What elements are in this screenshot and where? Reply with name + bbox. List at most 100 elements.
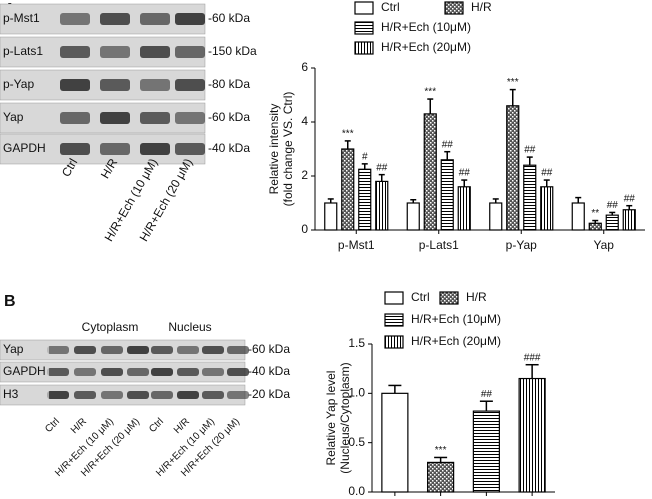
legend-label: H/R+Ech (10μM) bbox=[381, 20, 471, 34]
y-tick-label: 0.0 bbox=[348, 484, 365, 498]
blot-band bbox=[202, 391, 224, 399]
blot-band bbox=[47, 368, 69, 376]
blot-band bbox=[127, 346, 149, 354]
blot-band bbox=[101, 346, 123, 354]
legend-swatch bbox=[354, 41, 374, 55]
y-tick-label: 2 bbox=[301, 168, 308, 182]
bar bbox=[427, 461, 455, 493]
legend-swatch bbox=[384, 335, 404, 349]
significance-label: ** bbox=[591, 208, 599, 219]
blot-band bbox=[140, 46, 170, 58]
blot-size-label: -80 kDa bbox=[208, 77, 250, 91]
blot-band bbox=[60, 79, 90, 91]
legend-swatch bbox=[384, 313, 404, 327]
blot-row-label: p-Yap bbox=[3, 77, 34, 91]
blot-band bbox=[74, 391, 96, 399]
y-tick-label: 1.5 bbox=[348, 336, 365, 350]
blot-size-label: -60 kDa bbox=[248, 342, 290, 356]
blot-row-label: Yap bbox=[3, 110, 24, 124]
significance-label: ## bbox=[376, 162, 388, 173]
significance-label: # bbox=[362, 151, 368, 162]
blot-size-label: -60 kDa bbox=[208, 11, 250, 25]
blot-band bbox=[127, 391, 149, 399]
blot-label-bg bbox=[1, 364, 49, 380]
legend-swatch bbox=[354, 21, 374, 35]
blot-size-label: -60 kDa bbox=[208, 110, 250, 124]
x-tick-label: p-Yap bbox=[506, 238, 537, 252]
bar bbox=[489, 202, 503, 231]
bar bbox=[381, 392, 409, 493]
blot-label-bg bbox=[1, 136, 49, 162]
blot-band bbox=[47, 346, 69, 354]
blot-band bbox=[74, 346, 96, 354]
bar bbox=[540, 186, 554, 231]
legend-label: H/R+Ech (10μM) bbox=[411, 312, 501, 326]
blot-row-label: p-Lats1 bbox=[3, 44, 43, 58]
blot-header: Cytoplasm bbox=[82, 320, 139, 334]
blot-size-label: -20 kDa bbox=[248, 387, 290, 401]
y-axis-label: (fold change VS. Ctrl) bbox=[281, 92, 295, 207]
blot-band bbox=[175, 79, 205, 91]
blot-row-label: p-Mst1 bbox=[3, 11, 40, 25]
blot-size-label: -150 kDa bbox=[208, 44, 257, 58]
blot-band bbox=[101, 391, 123, 399]
bar bbox=[472, 410, 500, 493]
y-axis-label: (Nucleus/Cytoplasm) bbox=[338, 362, 352, 473]
bar bbox=[324, 202, 338, 231]
significance-label: *** bbox=[507, 77, 519, 88]
blot-label-bg bbox=[1, 105, 49, 131]
legend-swatch bbox=[354, 1, 374, 15]
blot-band bbox=[100, 112, 130, 124]
blot-band bbox=[175, 46, 205, 58]
bar bbox=[358, 168, 372, 231]
y-tick-label: 4 bbox=[301, 114, 308, 128]
y-tick-label: 0 bbox=[301, 222, 308, 236]
blot-band bbox=[74, 368, 96, 376]
lane-label: Ctrl bbox=[43, 416, 62, 435]
bar bbox=[588, 222, 602, 231]
blot-band bbox=[100, 13, 130, 25]
bar bbox=[457, 186, 471, 231]
bar bbox=[518, 377, 546, 493]
blot-row-label: GAPDH bbox=[3, 364, 46, 378]
bar bbox=[341, 148, 355, 231]
blot-band bbox=[60, 46, 90, 58]
blot-band bbox=[47, 391, 69, 399]
blot-label-bg bbox=[1, 72, 49, 98]
significance-label: *** bbox=[435, 445, 447, 456]
legend-label: H/R+Ech (20μM) bbox=[411, 334, 501, 348]
blot-size-label: -40 kDa bbox=[248, 364, 290, 378]
blot-row-label: Yap bbox=[3, 342, 24, 356]
blot-band bbox=[140, 112, 170, 124]
blot-band bbox=[175, 112, 205, 124]
blot-band bbox=[60, 143, 90, 155]
significance-label: ## bbox=[524, 145, 536, 156]
blot-band bbox=[60, 13, 90, 25]
blot-band bbox=[177, 391, 199, 399]
y-axis-label: Relative intensity bbox=[267, 104, 281, 195]
blot-band bbox=[175, 143, 205, 155]
blot-band bbox=[60, 112, 90, 124]
blot-band bbox=[175, 13, 205, 25]
legend-swatch bbox=[439, 291, 459, 305]
significance-label: ## bbox=[541, 168, 553, 179]
significance-label: ### bbox=[524, 352, 541, 363]
blot-band bbox=[202, 368, 224, 376]
blot-band bbox=[151, 368, 173, 376]
bar bbox=[440, 159, 454, 231]
y-tick-label: 6 bbox=[301, 60, 308, 74]
y-tick-label: 0.5 bbox=[348, 435, 365, 449]
blot-band bbox=[151, 391, 173, 399]
blot-band bbox=[100, 143, 130, 155]
legend-label: H/R+Ech (20μM) bbox=[381, 40, 471, 54]
blot-band bbox=[101, 368, 123, 376]
bar bbox=[423, 113, 437, 231]
bar bbox=[406, 202, 420, 231]
bar bbox=[375, 180, 389, 231]
bar bbox=[571, 202, 585, 231]
significance-label: ## bbox=[607, 200, 619, 211]
blot-size-label: -40 kDa bbox=[208, 141, 250, 155]
panel-label: B bbox=[4, 293, 16, 310]
legend-label: Ctrl bbox=[411, 290, 430, 304]
